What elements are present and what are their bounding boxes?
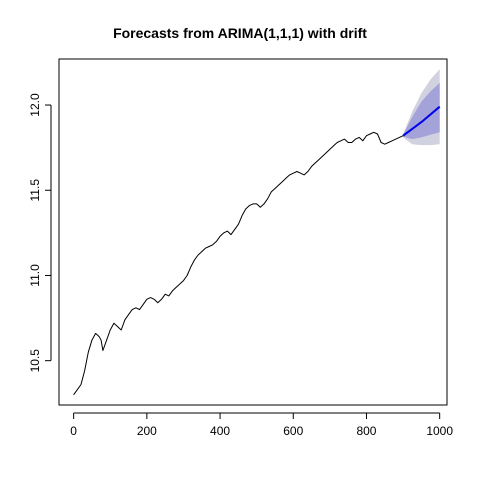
series-lines xyxy=(73,105,441,396)
x-tick-label: 0 xyxy=(70,424,77,438)
y-tick-label: 11.0 xyxy=(28,264,42,287)
x-tick-label: 1000 xyxy=(426,424,453,438)
x-tick-label: 400 xyxy=(210,424,230,438)
forecast-series-line xyxy=(402,105,441,137)
y-tick-label: 10.5 xyxy=(28,349,42,373)
x-tick-label: 600 xyxy=(283,424,303,438)
forecast-interval-bands xyxy=(403,69,440,146)
y-axis: 10.5 11.0 11.5 12.0 xyxy=(28,93,52,373)
y-tick-label: 11.5 xyxy=(28,179,42,202)
x-axis: 0 200 400 600 800 1000 xyxy=(70,412,453,438)
x-tick-label: 800 xyxy=(356,424,376,438)
band-80-interval xyxy=(403,82,440,140)
y-tick-label: 12.0 xyxy=(28,93,42,117)
observed-series-line xyxy=(73,131,404,396)
x-tick-label: 200 xyxy=(137,424,157,438)
plot-frame xyxy=(58,58,448,406)
chart-title: Forecasts from ARIMA(1,1,1) with drift xyxy=(113,25,367,41)
